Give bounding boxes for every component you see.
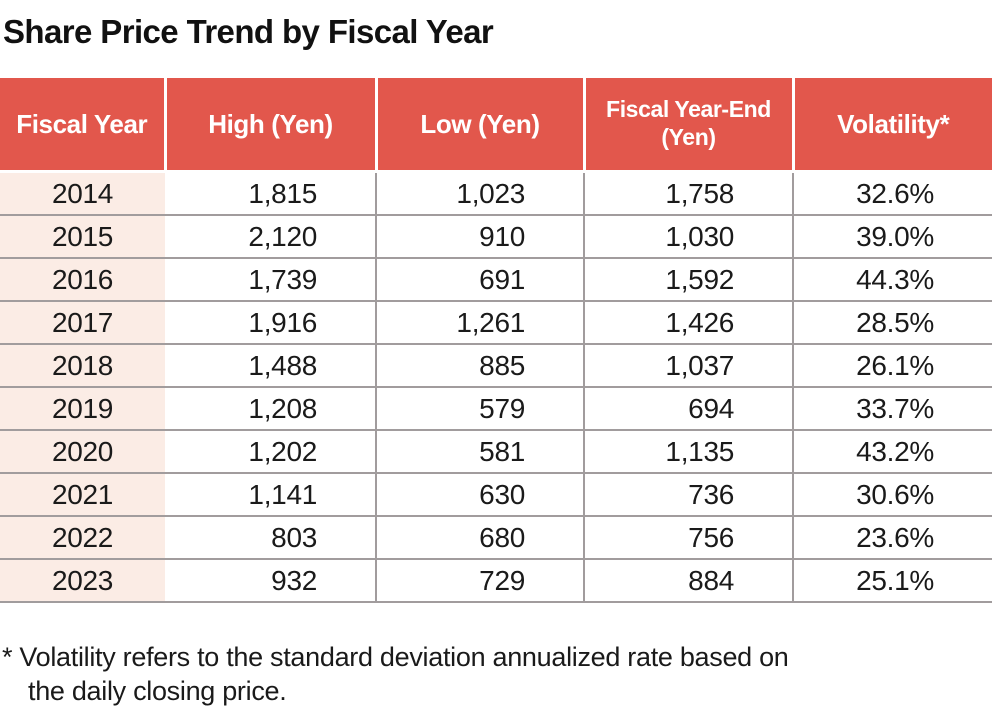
- cell-high: 1,208: [165, 387, 376, 431]
- cell-volatility: 26.1%: [792, 344, 992, 388]
- cell-high: 1,815: [165, 171, 376, 216]
- table-row: 2016 1,739 691 1,592 44.3%: [0, 258, 992, 302]
- cell-low: 1,261: [375, 301, 584, 345]
- table-row: 2019 1,208 579 694 33.7%: [0, 387, 992, 431]
- cell-volatility: 30.6%: [792, 473, 992, 517]
- cell-fiscal-year-end: 694: [583, 387, 793, 431]
- cell-fiscal-year-end: 1,426: [583, 301, 793, 345]
- cell-volatility: 25.1%: [792, 559, 992, 603]
- cell-high: 2,120: [165, 215, 376, 259]
- cell-volatility: 44.3%: [792, 258, 992, 302]
- col-header-high: High (Yen): [163, 78, 376, 173]
- share-price-table: Fiscal Year High (Yen) Low (Yen) Fiscal …: [0, 78, 992, 603]
- volatility-footnote: * Volatility refers to the standard devi…: [2, 640, 992, 708]
- cell-high: 1,202: [165, 430, 376, 474]
- table-row: 2022 803 680 756 23.6%: [0, 516, 992, 560]
- col-header-low: Low (Yen): [374, 78, 584, 173]
- cell-fiscal-year: 2020: [0, 430, 165, 474]
- table-row: 2017 1,916 1,261 1,426 28.5%: [0, 301, 992, 345]
- col-header-volatility: Volatility*: [791, 78, 992, 173]
- cell-low: 581: [375, 430, 584, 474]
- cell-volatility: 33.7%: [792, 387, 992, 431]
- header-row: Fiscal Year High (Yen) Low (Yen) Fiscal …: [0, 78, 992, 173]
- table-row: 2023 932 729 884 25.1%: [0, 559, 992, 603]
- cell-volatility: 43.2%: [792, 430, 992, 474]
- cell-fiscal-year-end: 1,135: [583, 430, 793, 474]
- cell-fiscal-year: 2017: [0, 301, 165, 345]
- cell-fiscal-year: 2021: [0, 473, 165, 517]
- table-row: 2015 2,120 910 1,030 39.0%: [0, 215, 992, 259]
- cell-low: 885: [375, 344, 584, 388]
- cell-volatility: 39.0%: [792, 215, 992, 259]
- cell-low: 910: [375, 215, 584, 259]
- cell-fiscal-year-end: 884: [583, 559, 793, 603]
- cell-high: 1,488: [165, 344, 376, 388]
- cell-low: 630: [375, 473, 584, 517]
- cell-high: 1,141: [165, 473, 376, 517]
- cell-fiscal-year: 2018: [0, 344, 165, 388]
- cell-volatility: 23.6%: [792, 516, 992, 560]
- page-title: Share Price Trend by Fiscal Year: [3, 13, 494, 50]
- table-body: 2014 1,815 1,023 1,758 32.6% 2015 2,120 910 1,03…: [0, 171, 992, 603]
- table-row: 2018 1,488 885 1,037 26.1%: [0, 344, 992, 388]
- cell-fiscal-year: 2014: [0, 171, 165, 216]
- col-header-fiscal-year: Fiscal Year: [0, 78, 165, 173]
- table-row: 2020 1,202 581 1,135 43.2%: [0, 430, 992, 474]
- table-header: Fiscal Year High (Yen) Low (Yen) Fiscal …: [0, 78, 992, 173]
- footnote-line-2: the daily closing price.: [28, 676, 287, 706]
- cell-fiscal-year: 2023: [0, 559, 165, 603]
- table-row: 2021 1,141 630 736 30.6%: [0, 473, 992, 517]
- cell-low: 691: [375, 258, 584, 302]
- cell-low: 579: [375, 387, 584, 431]
- cell-fiscal-year-end: 756: [583, 516, 793, 560]
- cell-high: 1,916: [165, 301, 376, 345]
- cell-volatility: 28.5%: [792, 301, 992, 345]
- table-row: 2014 1,815 1,023 1,758 32.6%: [0, 171, 992, 216]
- cell-high: 1,739: [165, 258, 376, 302]
- cell-fiscal-year-end: 1,030: [583, 215, 793, 259]
- cell-fiscal-year-end: 1,758: [583, 171, 793, 216]
- cell-high: 803: [165, 516, 376, 560]
- cell-fiscal-year-end: 1,592: [583, 258, 793, 302]
- cell-fiscal-year: 2016: [0, 258, 165, 302]
- cell-low: 680: [375, 516, 584, 560]
- col-header-fiscal-year-end: Fiscal Year-End (Yen): [582, 78, 793, 173]
- footnote-line-1: * Volatility refers to the standard devi…: [2, 642, 789, 672]
- cell-high: 932: [165, 559, 376, 603]
- cell-fiscal-year: 2022: [0, 516, 165, 560]
- cell-fiscal-year-end: 1,037: [583, 344, 793, 388]
- cell-fiscal-year: 2019: [0, 387, 165, 431]
- cell-low: 1,023: [375, 171, 584, 216]
- cell-fiscal-year: 2015: [0, 215, 165, 259]
- cell-volatility: 32.6%: [792, 171, 992, 216]
- cell-fiscal-year-end: 736: [583, 473, 793, 517]
- cell-low: 729: [375, 559, 584, 603]
